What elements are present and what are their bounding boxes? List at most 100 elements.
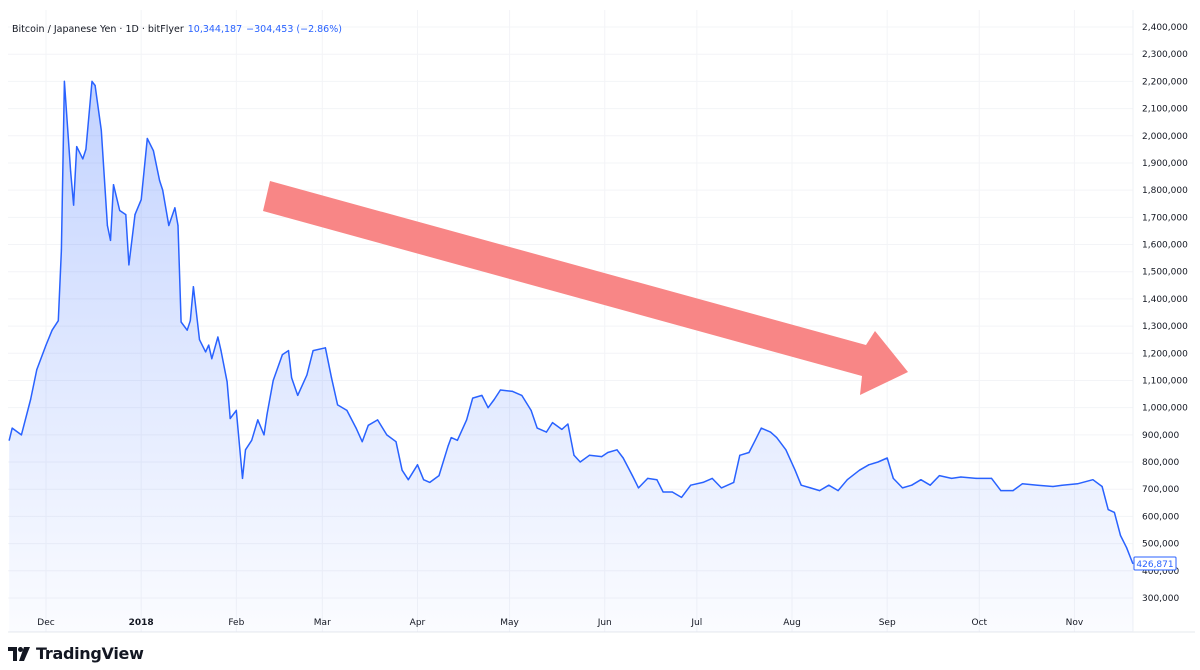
- data-point: [702, 481, 704, 484]
- data-point: [291, 377, 293, 379]
- data-point: [588, 454, 590, 456]
- data-point: [1126, 547, 1128, 549]
- data-point: [607, 451, 609, 454]
- data-point: [82, 158, 84, 160]
- data-point: [205, 351, 207, 353]
- data-point: [920, 479, 922, 481]
- price-change: −304,453 (−2.86%): [246, 24, 342, 35]
- data-point: [1037, 484, 1039, 486]
- data-point: [297, 394, 299, 397]
- data-point: [990, 477, 993, 479]
- data-point: [281, 354, 283, 356]
- symbol-header: Bitcoin / Japanese Yen · 1D · bitFlyer 10…: [12, 24, 342, 35]
- data-point: [257, 419, 259, 421]
- data-point: [1119, 534, 1122, 537]
- x-tick-label: Oct: [971, 618, 987, 628]
- data-point: [198, 339, 201, 341]
- data-point: [51, 329, 53, 331]
- y-tick-label: 500,000: [1142, 540, 1179, 550]
- y-tick-label: 400,000: [1142, 567, 1179, 577]
- data-point: [355, 427, 357, 429]
- tradingview-logo-text: TradingView: [36, 644, 144, 663]
- x-tick-label: Jun: [597, 618, 612, 628]
- data-point: [573, 454, 575, 456]
- data-point: [186, 329, 188, 331]
- data-point: [975, 477, 977, 479]
- data-point: [192, 286, 194, 288]
- data-point: [951, 477, 953, 479]
- data-point: [8, 439, 10, 441]
- x-tick-label: Apr: [410, 618, 426, 628]
- data-point: [536, 427, 538, 429]
- data-point: [91, 80, 93, 82]
- y-axis[interactable]: 2,400,000 2,300,000 2,200,000 2,100,000 2,00…: [1142, 23, 1188, 604]
- data-point: [601, 456, 603, 458]
- x-tick-label: May: [500, 618, 519, 628]
- data-point: [36, 369, 38, 371]
- y-tick-label: 700,000: [1142, 485, 1179, 495]
- data-point: [499, 389, 501, 391]
- symbol-title: Bitcoin / Japanese Yen · 1D · bitFlyer: [12, 24, 184, 35]
- data-point: [877, 461, 879, 463]
- data-point: [85, 148, 87, 150]
- tradingview-logo[interactable]: TradingView: [8, 644, 144, 663]
- data-point: [637, 487, 640, 489]
- y-tick-label: 1,400,000: [1142, 295, 1188, 305]
- data-point: [180, 321, 182, 323]
- data-point: [429, 481, 431, 484]
- data-point: [929, 484, 931, 486]
- data-point: [140, 199, 142, 201]
- data-point: [760, 427, 762, 429]
- x-tick-label: Feb: [228, 618, 244, 628]
- data-point: [423, 479, 425, 481]
- data-point: [616, 449, 618, 451]
- data-point: [272, 379, 274, 382]
- data-point: [346, 409, 348, 411]
- data-point: [512, 390, 514, 392]
- data-point: [868, 464, 870, 466]
- data-point: [901, 487, 904, 489]
- x-axis[interactable]: Dec 2018 Feb Mar Apr May Jun Jul Aug Sep Oct Nov: [37, 618, 1084, 628]
- y-tick-label: 1,300,000: [1142, 322, 1188, 332]
- data-point: [168, 224, 170, 227]
- data-point: [330, 377, 333, 379]
- data-point: [226, 381, 228, 383]
- data-point: [1061, 484, 1063, 486]
- data-point: [376, 419, 379, 421]
- data-point: [819, 489, 821, 492]
- data-point: [846, 479, 848, 481]
- data-point: [1012, 489, 1014, 492]
- data-point: [450, 436, 452, 439]
- data-point: [337, 404, 339, 406]
- data-point: [395, 441, 397, 443]
- y-tick-label: 1,500,000: [1142, 268, 1188, 278]
- x-tick-label: Sep: [879, 618, 896, 628]
- x-tick-label: 2018: [129, 618, 154, 628]
- data-point: [100, 129, 102, 131]
- data-point: [579, 461, 581, 463]
- data-point: [386, 434, 388, 436]
- data-point: [785, 449, 787, 451]
- tradingview-logo-icon: [8, 646, 30, 661]
- data-point: [367, 424, 369, 426]
- data-point: [662, 491, 664, 493]
- y-tick-label: 1,800,000: [1142, 186, 1188, 196]
- data-point: [208, 344, 210, 346]
- data-point: [938, 475, 940, 477]
- data-point: [1000, 489, 1002, 492]
- data-point: [493, 398, 495, 401]
- last-price: 10,344,187: [187, 24, 243, 35]
- data-point: [911, 484, 913, 486]
- data-point: [263, 434, 265, 436]
- downtrend-arrow: [263, 181, 908, 395]
- data-point: [800, 484, 802, 486]
- data-point: [754, 439, 756, 441]
- data-point: [11, 427, 13, 429]
- data-point: [69, 170, 72, 172]
- y-tick-label: 300,000: [1142, 594, 1179, 604]
- y-tick-label: 600,000: [1142, 512, 1179, 522]
- data-point: [45, 344, 47, 346]
- data-point: [211, 358, 213, 360]
- data-point: [748, 451, 750, 454]
